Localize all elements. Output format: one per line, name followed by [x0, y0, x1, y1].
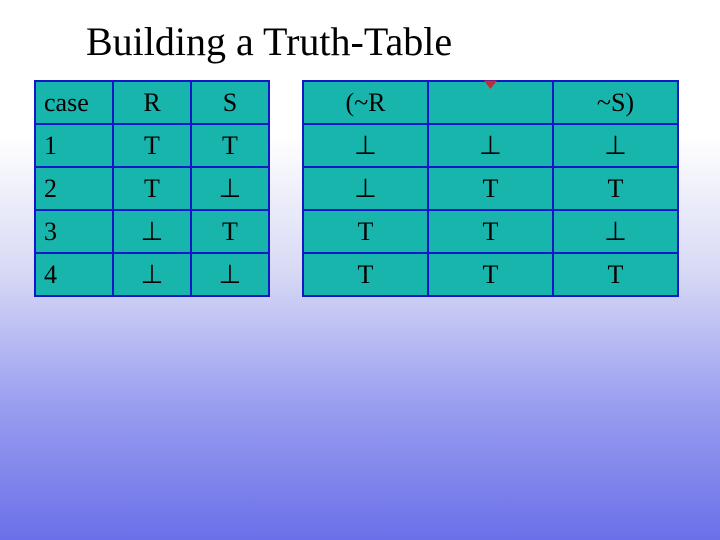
- table-row: ⊥ ⊥ ⊥: [303, 124, 678, 167]
- cell-case: 4: [35, 253, 113, 296]
- col-header-not-r: (~R: [303, 81, 428, 124]
- cell-r: ⊥: [113, 210, 191, 253]
- table-row: ⊥ T T: [303, 167, 678, 210]
- tables-container: case R S 1 T T 2 T ⊥ 3 ⊥ T 4 ⊥ ⊥ (~R �: [34, 80, 679, 297]
- table-row: 4 ⊥ ⊥: [35, 253, 269, 296]
- cell-s: ⊥: [191, 253, 269, 296]
- table-row: T T ⊥: [303, 210, 678, 253]
- cell-s: T: [191, 124, 269, 167]
- table-row: 2 T ⊥: [35, 167, 269, 210]
- cell-not-r: ⊥: [303, 167, 428, 210]
- cell-s: T: [191, 210, 269, 253]
- cell-not-r: T: [303, 210, 428, 253]
- right-truth-table: (~R 🢓 ~S) ⊥ ⊥ ⊥ ⊥ T T T T ⊥ T T T: [302, 80, 679, 297]
- page-title: Building a Truth-Table: [86, 18, 452, 65]
- cell-not-s: ⊥: [553, 124, 678, 167]
- cell-not-s: ⊥: [553, 210, 678, 253]
- col-header-s: S: [191, 81, 269, 124]
- col-header-r: R: [113, 81, 191, 124]
- cell-not-s: T: [553, 253, 678, 296]
- cell-connective: ⊥: [428, 124, 553, 167]
- cell-connective: T: [428, 167, 553, 210]
- table-header-row: case R S: [35, 81, 269, 124]
- cell-connective: T: [428, 253, 553, 296]
- col-header-case: case: [35, 81, 113, 124]
- table-row: 3 ⊥ T: [35, 210, 269, 253]
- table-row: 1 T T: [35, 124, 269, 167]
- col-header-not-s: ~S): [553, 81, 678, 124]
- table-row: T T T: [303, 253, 678, 296]
- cell-not-r: T: [303, 253, 428, 296]
- cell-not-s: T: [553, 167, 678, 210]
- cell-case: 1: [35, 124, 113, 167]
- cell-case: 2: [35, 167, 113, 210]
- cell-r: T: [113, 167, 191, 210]
- cell-s: ⊥: [191, 167, 269, 210]
- cell-connective: T: [428, 210, 553, 253]
- table-header-row: (~R 🢓 ~S): [303, 81, 678, 124]
- left-truth-table: case R S 1 T T 2 T ⊥ 3 ⊥ T 4 ⊥ ⊥: [34, 80, 270, 297]
- cell-r: ⊥: [113, 253, 191, 296]
- cell-r: T: [113, 124, 191, 167]
- cell-not-r: ⊥: [303, 124, 428, 167]
- cell-case: 3: [35, 210, 113, 253]
- col-header-connective: 🢓: [428, 81, 553, 124]
